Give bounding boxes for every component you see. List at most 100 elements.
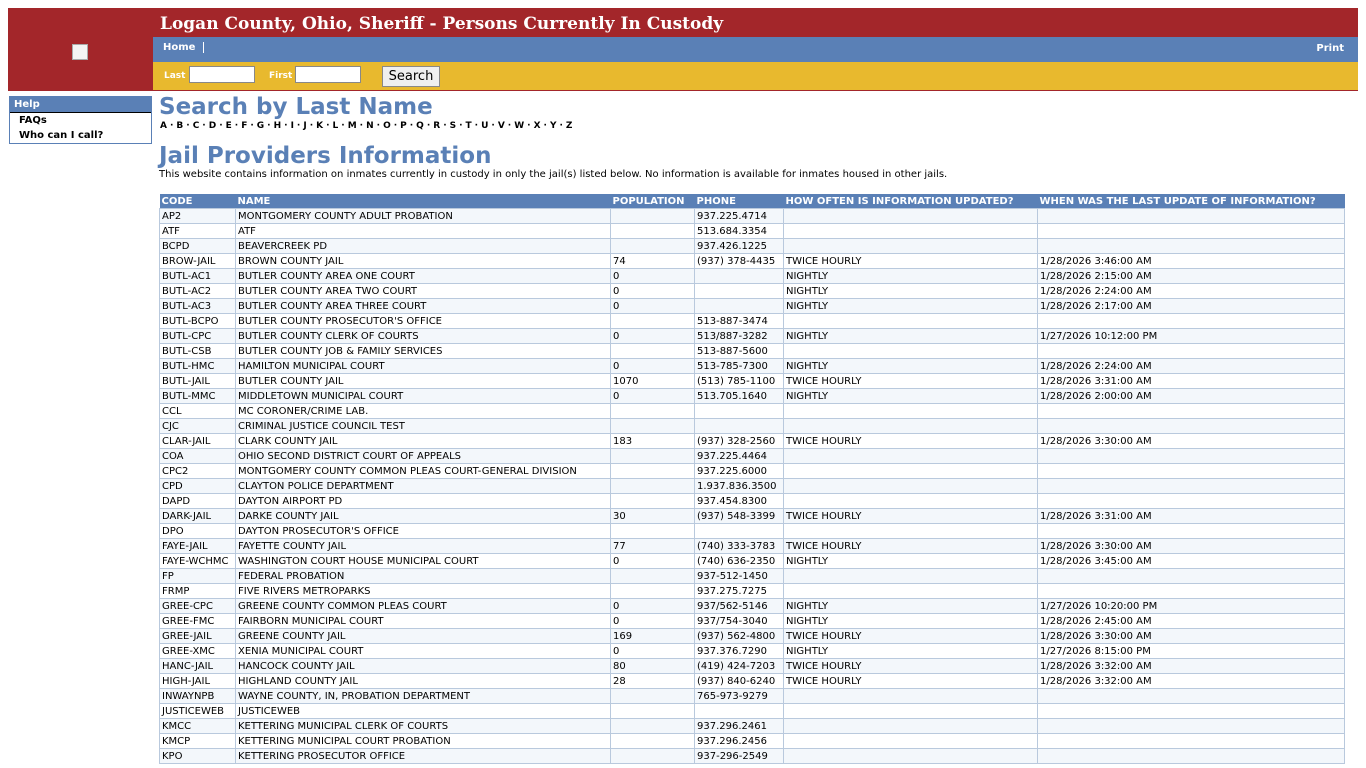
table-row: FAYE-WCHMC WASHINGTON COURT HOUSE MUNICIP… xyxy=(159,553,1345,569)
table-cell: BUTL-AC2 xyxy=(159,283,236,299)
table-cell: 937-296-2549 xyxy=(694,748,784,764)
table-cell: NIGHTLY xyxy=(783,268,1038,284)
table-cell xyxy=(783,748,1038,764)
header: Logan County, Ohio, Sheriff - Persons Cu… xyxy=(8,8,1358,91)
home-link[interactable]: Home xyxy=(163,42,205,53)
letter-link[interactable]: W xyxy=(514,121,525,131)
table-cell: (513) 785-1100 xyxy=(694,373,784,389)
letter-link[interactable]: C xyxy=(192,121,200,131)
table-cell xyxy=(610,343,695,359)
table-cell: 937.225.4464 xyxy=(694,448,784,464)
table-cell: 1/28/2026 2:45:00 AM xyxy=(1037,613,1345,629)
letter-link[interactable]: D xyxy=(208,121,217,131)
letter-link[interactable]: Y xyxy=(549,121,557,131)
letter-link[interactable]: U xyxy=(481,121,489,131)
table-cell xyxy=(610,523,695,539)
table-cell: (740) 333-3783 xyxy=(694,538,784,554)
table-cell: OHIO SECOND DISTRICT COURT OF APPEALS xyxy=(235,448,611,464)
description: This website contains information on inm… xyxy=(159,169,948,180)
letter-link[interactable]: Z xyxy=(565,121,573,131)
table-cell: CLAYTON POLICE DEPARTMENT xyxy=(235,478,611,494)
table-cell: TWICE HOURLY xyxy=(783,433,1038,449)
table-cell: 937/754-3040 xyxy=(694,613,784,629)
print-link[interactable]: Print xyxy=(1316,43,1344,54)
letter-link[interactable]: H xyxy=(273,121,282,131)
table-row: CCL MC CORONER/CRIME LAB. xyxy=(159,403,1345,419)
table-row: ATF ATF 513.684.3354 xyxy=(159,223,1345,239)
table-cell: 1/28/2026 3:45:00 AM xyxy=(1037,553,1345,569)
table-row: BUTL-AC1 BUTLER COUNTY AREA ONE COURT 0 NIG… xyxy=(159,268,1345,284)
table-cell xyxy=(783,733,1038,749)
first-input[interactable] xyxy=(295,66,361,83)
table-cell: 513.684.3354 xyxy=(694,223,784,239)
table-cell xyxy=(1037,418,1345,434)
letter-link[interactable]: V xyxy=(497,121,505,131)
table-cell: CRIMINAL JUSTICE COUNCIL TEST xyxy=(235,418,611,434)
letter-link[interactable]: F xyxy=(241,121,248,131)
letter-link[interactable]: K xyxy=(316,121,324,131)
table-cell xyxy=(1037,313,1345,329)
table-cell: 937.296.2456 xyxy=(694,733,784,749)
table-cell: ATF xyxy=(235,223,611,239)
table-cell: TWICE HOURLY xyxy=(783,673,1038,689)
table-cell xyxy=(1037,208,1345,224)
table-cell xyxy=(783,688,1038,704)
table-cell: TWICE HOURLY xyxy=(783,253,1038,269)
letter-separator: · xyxy=(507,121,512,131)
letter-link[interactable]: M xyxy=(347,121,357,131)
table-cell xyxy=(1037,448,1345,464)
letter-link[interactable]: B xyxy=(176,121,184,131)
letter-link[interactable]: A xyxy=(160,121,167,131)
table-cell: BUTLER COUNTY CLERK OF COURTS xyxy=(235,328,611,344)
table-cell: 1/28/2026 3:31:00 AM xyxy=(1037,508,1345,524)
table-cell: BEAVERCREEK PD xyxy=(235,238,611,254)
letter-separator: · xyxy=(376,121,381,131)
letter-link[interactable]: X xyxy=(533,121,541,131)
sidebar-link[interactable]: Who can I call? xyxy=(19,130,104,141)
table-cell: DPO xyxy=(159,523,236,539)
table-cell: 513-785-7300 xyxy=(694,358,784,374)
table-cell: (937) 328-2560 xyxy=(694,433,784,449)
table-row: CPC2 MONTGOMERY COUNTY COMMON PLEAS COURT… xyxy=(159,463,1345,479)
table-row: GREE-XMC XENIA MUNICIPAL COURT 0 937.376.72… xyxy=(159,643,1345,659)
letter-link[interactable]: L xyxy=(332,121,339,131)
letter-link[interactable]: J xyxy=(303,121,307,131)
letter-link[interactable]: O xyxy=(383,121,391,131)
table-row: INWAYNPB WAYNE COUNTY, IN, PROBATION DEPA… xyxy=(159,688,1345,704)
table-cell: WASHINGTON COURT HOUSE MUNICIPAL COURT xyxy=(235,553,611,569)
letter-link[interactable]: T xyxy=(465,121,472,131)
table-cell: 74 xyxy=(610,253,695,269)
letter-link[interactable]: P xyxy=(400,121,407,131)
letter-link[interactable]: Q xyxy=(416,121,424,131)
table-row: BUTL-CSB BUTLER COUNTY JOB & FAMILY SERVI… xyxy=(159,343,1345,359)
letter-link[interactable]: I xyxy=(290,121,294,131)
last-input[interactable] xyxy=(189,66,255,83)
table-cell: 77 xyxy=(610,538,695,554)
table-row: JUSTICEWEB JUSTICEWEB xyxy=(159,703,1345,719)
page-title: Logan County, Ohio, Sheriff - Persons Cu… xyxy=(160,14,724,34)
table-cell xyxy=(783,463,1038,479)
table-cell: DAYTON AIRPORT PD xyxy=(235,493,611,509)
table-row: BCPD BEAVERCREEK PD 937.426.1225 xyxy=(159,238,1345,254)
table-cell xyxy=(610,703,695,719)
letter-link[interactable]: G xyxy=(256,121,265,131)
header-row: CODE NAME POPULATION PHONE HOW OFTEN IS INFO… xyxy=(159,194,1345,209)
table-cell: 1.937.836.3500 xyxy=(694,478,784,494)
table-cell: (937) 378-4435 xyxy=(694,253,784,269)
sidebar-link[interactable]: FAQs xyxy=(19,115,47,126)
letter-separator: · xyxy=(202,121,206,131)
table-cell xyxy=(1037,343,1345,359)
table-cell xyxy=(610,568,695,584)
search-button[interactable]: Search xyxy=(382,66,440,87)
table-row: GREE-JAIL GREENE COUNTY JAIL 169 (937) 562-… xyxy=(159,628,1345,644)
letter-link[interactable]: S xyxy=(449,121,457,131)
table-cell xyxy=(783,493,1038,509)
table-cell xyxy=(610,208,695,224)
table-row: BUTL-AC3 BUTLER COUNTY AREA THREE COURT 0 N… xyxy=(159,298,1345,314)
table-cell xyxy=(1037,403,1345,419)
letter-link[interactable]: R xyxy=(433,121,441,131)
letter-link[interactable]: N xyxy=(366,121,374,131)
letter-link[interactable]: E xyxy=(225,121,232,131)
table-cell xyxy=(610,223,695,239)
letter-separator: · xyxy=(219,121,223,131)
